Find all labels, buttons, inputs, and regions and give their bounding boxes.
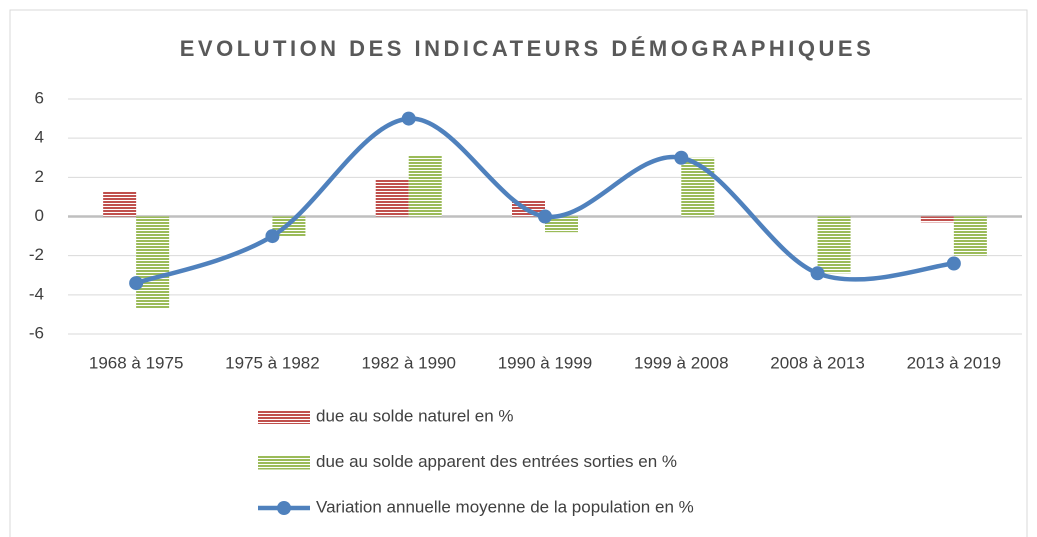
bar — [817, 216, 851, 274]
bar — [953, 216, 987, 256]
bar — [375, 179, 409, 217]
legend-label: Variation annuelle moyenne de la populat… — [316, 497, 694, 516]
legend-label: due au solde naturel en % — [316, 406, 514, 425]
x-tick-label: 1999 à 2008 — [634, 353, 729, 372]
x-tick-label: 1982 à 1990 — [361, 353, 456, 372]
line-marker — [401, 111, 416, 126]
x-tick-label: 1968 à 1975 — [89, 353, 184, 372]
y-tick-label: 6 — [35, 88, 44, 107]
x-tick-label: 2013 à 2019 — [907, 353, 1002, 372]
line-marker — [946, 256, 961, 271]
legend-swatch — [277, 501, 291, 515]
legend-swatch — [258, 410, 310, 424]
line-marker — [674, 150, 689, 165]
legend-swatch — [258, 455, 310, 470]
bar — [920, 216, 954, 223]
bar — [681, 157, 715, 217]
x-tick-label: 2008 à 2013 — [770, 353, 865, 372]
y-tick-label: 4 — [35, 128, 44, 147]
x-tick-label: 1990 à 1999 — [498, 353, 593, 372]
y-tick-label: -6 — [29, 323, 44, 342]
line-marker — [538, 209, 552, 224]
bar — [136, 216, 170, 309]
bar — [408, 155, 442, 217]
y-tick-label: 0 — [35, 206, 44, 225]
y-tick-label: -4 — [29, 284, 44, 303]
y-tick-label: 2 — [35, 167, 44, 186]
x-tick-label: 1975 à 1982 — [225, 353, 320, 372]
legend-label: due au solde apparent des entrées sortie… — [316, 452, 677, 471]
chart-title: EVOLUTION DES INDICATEURS DÉMOGRAPHIQUES — [180, 36, 875, 61]
line-marker — [129, 276, 144, 291]
line-marker — [265, 229, 280, 244]
y-tick-label: -2 — [29, 245, 44, 264]
bar — [545, 216, 578, 233]
bar — [103, 191, 137, 217]
line-marker — [810, 266, 825, 281]
